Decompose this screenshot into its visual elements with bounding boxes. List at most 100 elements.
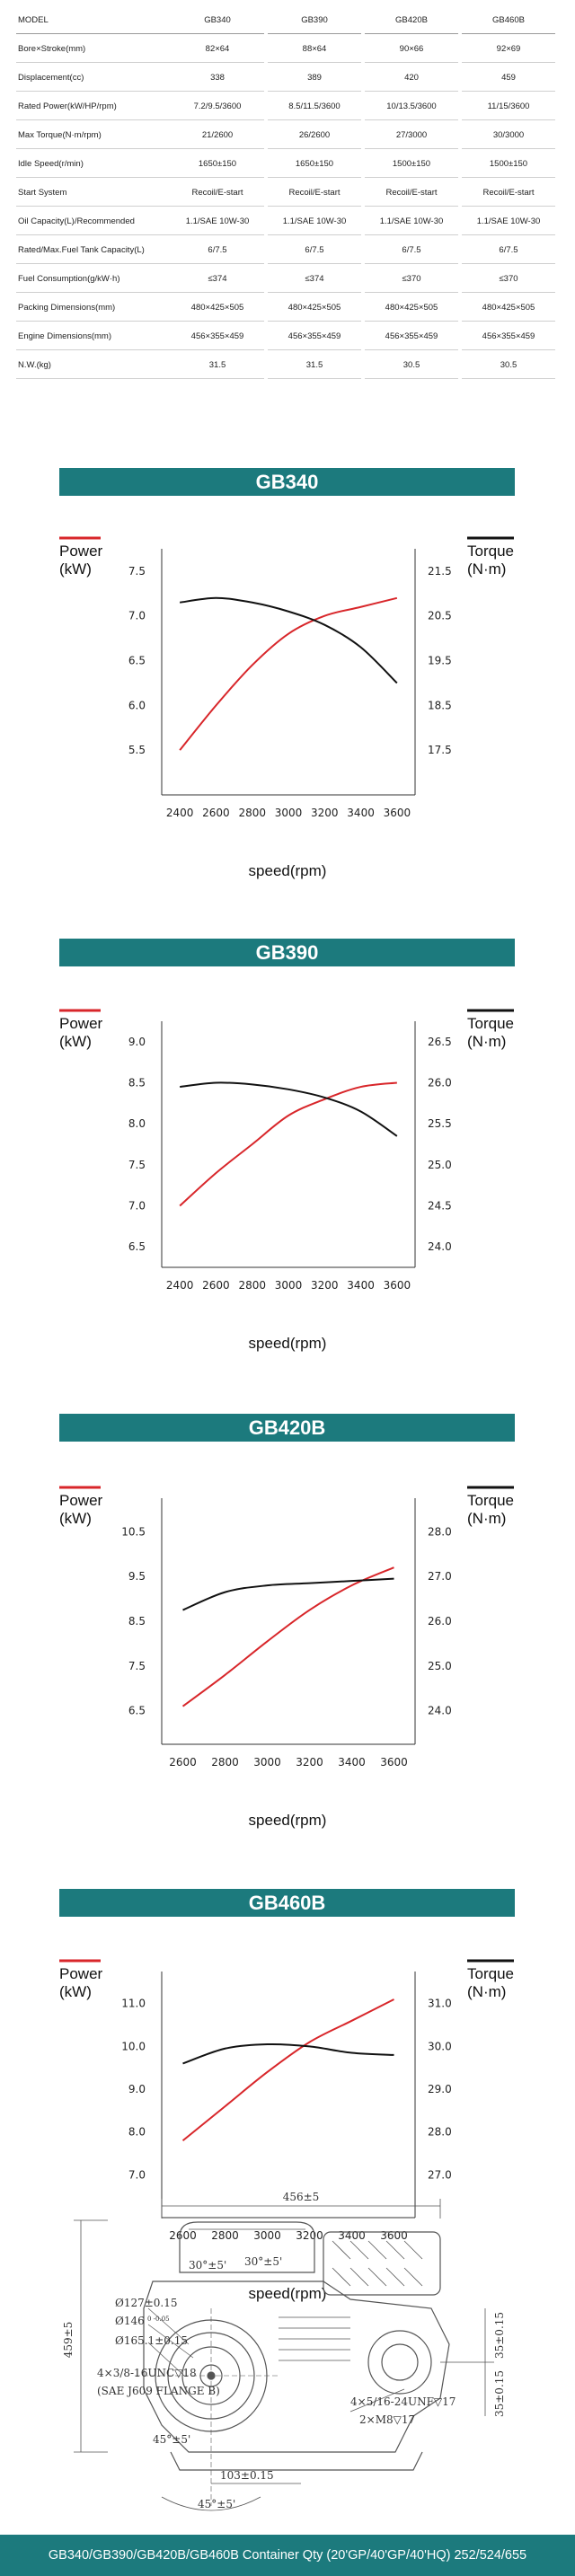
torque-axis-title: Torque <box>467 543 514 560</box>
spec-header-row: MODEL GB340 GB390 GB420B GB460B <box>16 5 559 34</box>
dim-103: 103±0.15 <box>220 2469 274 2482</box>
power-axis-title: Power <box>59 1492 103 1509</box>
y-right-tick: 25.0 <box>428 1159 452 1171</box>
x-tick: 3400 <box>347 807 375 819</box>
chart-gb420b-svg: Power(kW) Torque(N·m) 10.5 9.5 8.5 7.5 6.5 28.0… <box>59 1486 514 1829</box>
spec-table: MODEL GB340 GB390 GB420B GB460B Bore×Stroke(m… <box>16 5 559 379</box>
power-curve <box>179 596 398 751</box>
spec-value: 1.1/SAE 10W-30 <box>462 207 555 235</box>
y-right-tick: 24.5 <box>428 1200 452 1213</box>
model-banner-gb460b: GB460B <box>59 1889 515 1917</box>
y-right-tick: 29.0 <box>428 2083 452 2095</box>
y-left-tick: 8.0 <box>128 1117 146 1130</box>
y-left-tick: 11.0 <box>121 1998 146 2010</box>
x-tick: 3400 <box>338 1756 366 1769</box>
spec-value: ≤370 <box>462 264 555 293</box>
chart-gb420b: Power (kW) Torque (N·m) 10.5 9.5 8.5 7.5 6.5 28.0… <box>0 1466 575 1843</box>
torque-curve <box>180 596 398 684</box>
y-left-tick: 10.0 <box>121 2040 146 2052</box>
y-left-tick: 7.5 <box>128 565 146 578</box>
spec-label: MODEL <box>16 5 171 34</box>
y-right-tick: 17.5 <box>428 744 452 756</box>
engine-outline <box>74 2199 494 2511</box>
spec-row: Rated/Max.Fuel Tank Capacity(L) 6/7.5 6/7.… <box>16 235 559 264</box>
y-right-tick: 26.0 <box>428 1077 452 1090</box>
x-tick: 2600 <box>202 1279 230 1292</box>
spec-value: 1650±150 <box>171 149 264 178</box>
spec-row: Rated Power(kW/HP/rpm) 7.2/9.5/3600 8.5/11… <box>16 92 559 120</box>
spec-value: 30/3000 <box>462 120 555 149</box>
spec-value: 10/13.5/3600 <box>365 92 458 120</box>
x-tick: 3200 <box>296 2229 323 2242</box>
x-tick: 3200 <box>311 1279 339 1292</box>
chart-gb390: Power (kW) Torque (N·m) 9.0 8.5 8.0 7.5 7.0 6.5 26… <box>0 989 575 1366</box>
dim-angle-top-right: 30°±5' <box>244 2255 282 2268</box>
dim-dia165: Ø165.1±0.15 <box>115 2334 188 2347</box>
spec-value: ≤374 <box>268 264 361 293</box>
dim-height: 459±5 <box>62 2322 75 2359</box>
y-left-tick: 7.0 <box>128 1200 146 1213</box>
spec-label: Max Torque(N·m/rpm) <box>16 120 171 149</box>
spec-value: GB420B <box>365 5 458 34</box>
spec-value: Recoil/E-start <box>268 178 361 207</box>
spec-row: N.W.(kg) 31.5 31.5 30.5 30.5 <box>16 350 559 379</box>
x-tick: 2400 <box>166 1279 194 1292</box>
x-tick: 3200 <box>311 807 339 819</box>
y-left-tick: 8.5 <box>128 1615 146 1628</box>
spec-label: Bore×Stroke(mm) <box>16 34 171 63</box>
spec-value: 480×425×505 <box>462 293 555 322</box>
spec-value: 27/3000 <box>365 120 458 149</box>
y-right-tick: 19.5 <box>428 655 452 667</box>
dim-thread-right: 4×5/16-24UNF▽17 <box>350 2395 456 2408</box>
dim-dia146: Ø146 <box>115 2315 145 2327</box>
spec-row: Max Torque(N·m/rpm) 21/2600 26/2600 27/3000… <box>16 120 559 149</box>
x-tick: 2800 <box>211 2229 239 2242</box>
spec-value: 338 <box>171 63 264 92</box>
spec-row: Engine Dimensions(mm) 456×355×459 456×355×… <box>16 322 559 350</box>
spec-value: 6/7.5 <box>365 235 458 264</box>
spec-label: Oil Capacity(L)/Recommended <box>16 207 171 235</box>
chart-gb340-svg: Power(kW) Torque(N·m) 7.5 7.0 6.5 6.0 5.5 21.5 2… <box>59 536 514 879</box>
spec-value: 26/2600 <box>268 120 361 149</box>
spec-label: Idle Speed(r/min) <box>16 149 171 178</box>
spec-value: 389 <box>268 63 361 92</box>
spec-value: 11/15/3600 <box>462 92 555 120</box>
y-right-tick: 20.5 <box>428 610 452 622</box>
spec-value: 8.5/11.5/3600 <box>268 92 361 120</box>
dim-35-bottom: 35±0.15 <box>493 2370 506 2417</box>
spec-row: Bore×Stroke(mm) 82×64 88×64 90×66 92×69 <box>16 34 559 63</box>
engine-drawing-svg: 456±5 459±5 30°±5' 30°±5' Ø127±0.15 Ø146… <box>62 2191 506 2511</box>
power-axis-title: Power <box>59 543 103 560</box>
spec-value: 90×66 <box>365 34 458 63</box>
dim-dia146-tol: 0 -0.05 <box>147 2316 170 2323</box>
spec-value: Recoil/E-start <box>462 178 555 207</box>
x-axis-title: speed(rpm) <box>249 1812 327 1829</box>
y-right-tick: 28.0 <box>428 2126 452 2139</box>
spec-value: 456×355×459 <box>462 322 555 350</box>
torque-axis-title: Torque <box>467 1015 514 1032</box>
torque-axis-unit: (N·m) <box>467 1510 506 1527</box>
spec-value: ≤370 <box>365 264 458 293</box>
spec-value: 31.5 <box>268 350 361 379</box>
y-left-tick: 8.0 <box>128 2126 146 2139</box>
y-right-tick: 25.0 <box>428 1660 452 1672</box>
x-tick: 3600 <box>384 1279 411 1292</box>
model-banner-gb390: GB390 <box>59 939 515 966</box>
dim-thread-m8: 2×M8▽17 <box>359 2413 415 2426</box>
x-tick: 2400 <box>166 807 194 819</box>
spec-value: 92×69 <box>462 34 555 63</box>
y-right-tick: 24.0 <box>428 1705 452 1717</box>
model-banner-gb340: GB340 <box>59 468 515 496</box>
spec-value: 88×64 <box>268 34 361 63</box>
container-qty-footer: GB340/GB390/GB420B/GB460B Container Qty … <box>0 2535 575 2576</box>
spec-value: GB340 <box>171 5 264 34</box>
spec-value: 6/7.5 <box>171 235 264 264</box>
y-left-tick: 6.5 <box>128 655 146 667</box>
spec-label: Rated/Max.Fuel Tank Capacity(L) <box>16 235 171 264</box>
spec-label: Fuel Consumption(g/kW·h) <box>16 264 171 293</box>
x-tick: 3600 <box>380 1756 408 1769</box>
power-axis-unit: (kW) <box>59 560 92 578</box>
spec-label: Displacement(cc) <box>16 63 171 92</box>
spec-value: Recoil/E-start <box>365 178 458 207</box>
spec-value: 21/2600 <box>171 120 264 149</box>
